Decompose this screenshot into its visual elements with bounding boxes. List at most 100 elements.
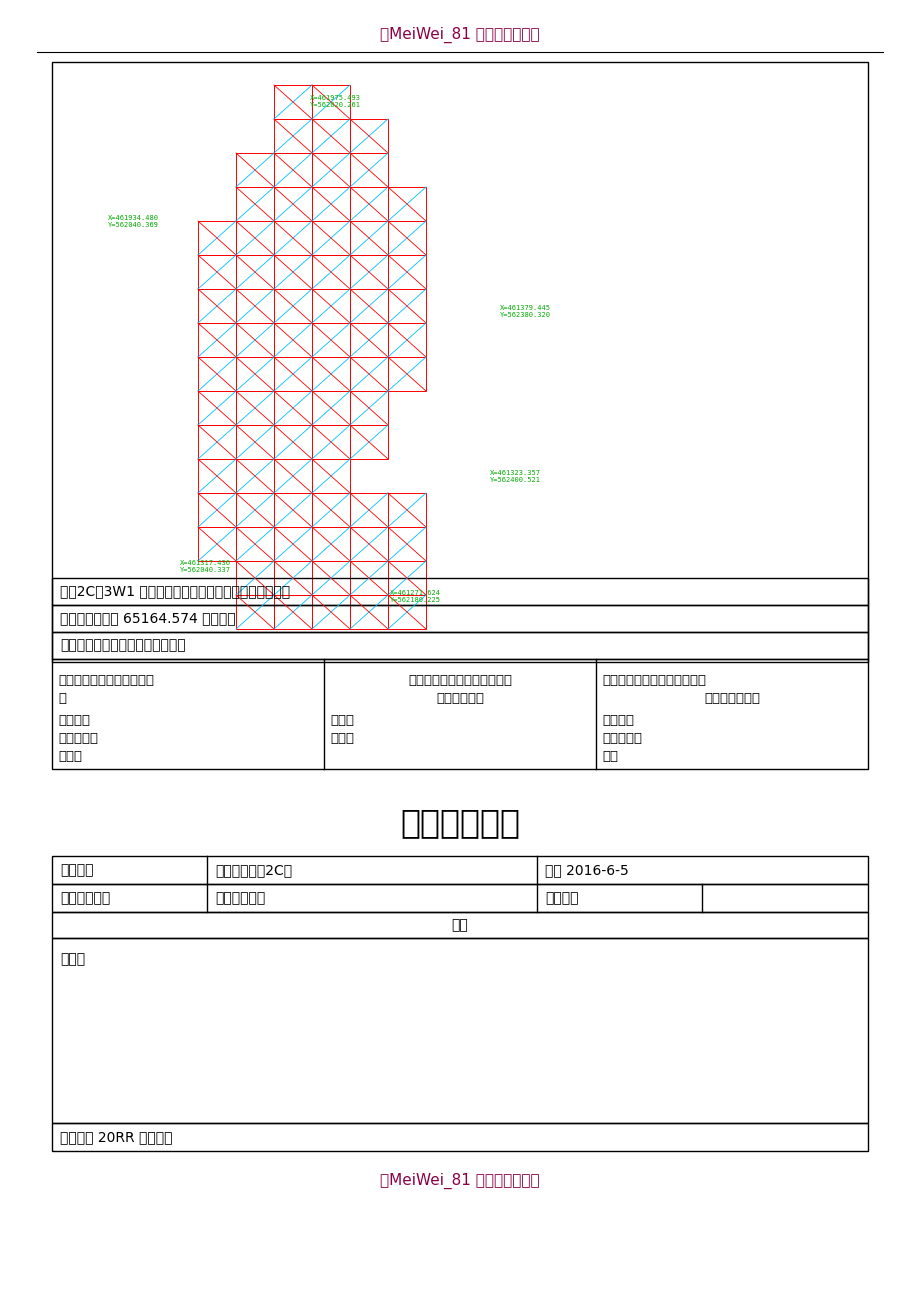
Bar bbox=[274, 85, 312, 118]
Bar bbox=[236, 493, 274, 527]
Text: X=461379.445
Y=562380.320: X=461379.445 Y=562380.320 bbox=[499, 305, 550, 318]
Bar bbox=[312, 561, 349, 595]
Bar bbox=[388, 561, 425, 595]
Bar bbox=[236, 527, 274, 561]
Bar bbox=[52, 937, 867, 1124]
Bar bbox=[236, 289, 274, 323]
Bar bbox=[236, 561, 274, 595]
Bar bbox=[274, 595, 312, 629]
Text: X=461317.436
Y=562040.337: X=461317.436 Y=562040.337 bbox=[180, 560, 231, 573]
Bar bbox=[349, 154, 388, 187]
Bar bbox=[312, 424, 349, 460]
Bar bbox=[274, 460, 312, 493]
Bar bbox=[312, 118, 349, 154]
Text: 负责人：: 负责人： bbox=[58, 713, 90, 727]
Bar bbox=[274, 323, 312, 357]
Bar bbox=[52, 911, 867, 937]
Text: X=461271.624
Y=562180.225: X=461271.624 Y=562180.225 bbox=[390, 590, 440, 603]
Text: 测量人员：: 测量人员： bbox=[601, 732, 641, 745]
Bar bbox=[312, 527, 349, 561]
Text: 分部工程名称: 分部工程名称 bbox=[60, 891, 110, 905]
Bar bbox=[198, 527, 236, 561]
Bar bbox=[349, 527, 388, 561]
Bar bbox=[312, 391, 349, 424]
Text: 注：复测由甲方测量组进行复测。: 注：复测由甲方测量组进行复测。 bbox=[60, 638, 186, 652]
Text: 设工程监理部: 设工程监理部 bbox=[436, 691, 483, 704]
Text: 司: 司 bbox=[58, 691, 66, 704]
Text: 清除量为 20RR 立方米。: 清除量为 20RR 立方米。 bbox=[60, 1130, 173, 1144]
Bar bbox=[52, 884, 867, 911]
Bar bbox=[349, 221, 388, 255]
Text: X=461934.480
Y=562040.369: X=461934.480 Y=562040.369 bbox=[108, 215, 159, 228]
Bar bbox=[388, 289, 425, 323]
Text: 日期：: 日期： bbox=[330, 732, 354, 745]
Bar bbox=[198, 391, 236, 424]
Bar bbox=[349, 289, 388, 323]
Text: X=461975.493
Y=562020.261: X=461975.493 Y=562020.261 bbox=[310, 95, 360, 108]
Bar bbox=[312, 595, 349, 629]
Text: 「MeiWei_81 重点借鉴文档」: 「MeiWei_81 重点借鉴文档」 bbox=[380, 1173, 539, 1189]
Bar bbox=[388, 323, 425, 357]
Bar bbox=[312, 255, 349, 289]
Text: 测量人员：: 测量人员： bbox=[58, 732, 98, 745]
Bar bbox=[52, 578, 867, 605]
Bar bbox=[349, 357, 388, 391]
Bar bbox=[349, 493, 388, 527]
Bar bbox=[52, 855, 867, 884]
Bar bbox=[312, 187, 349, 221]
Text: 监理：: 监理： bbox=[330, 713, 354, 727]
Text: 负责人：: 负责人： bbox=[601, 713, 633, 727]
Bar bbox=[198, 323, 236, 357]
Text: 程有限责任公司: 程有限责任公司 bbox=[703, 691, 759, 704]
Bar bbox=[312, 221, 349, 255]
Bar bbox=[312, 154, 349, 187]
Bar bbox=[274, 289, 312, 323]
Bar bbox=[388, 187, 425, 221]
Bar bbox=[312, 357, 349, 391]
Bar bbox=[236, 154, 274, 187]
Bar bbox=[198, 460, 236, 493]
Bar bbox=[312, 460, 349, 493]
Bar bbox=[236, 460, 274, 493]
Bar bbox=[274, 187, 312, 221]
Bar bbox=[349, 187, 388, 221]
Bar bbox=[349, 561, 388, 595]
Bar bbox=[312, 85, 349, 118]
Bar bbox=[349, 118, 388, 154]
Bar bbox=[236, 323, 274, 357]
Text: 太平矿业三期2C段: 太平矿业三期2C段 bbox=[215, 863, 292, 878]
Text: X=461323.357
Y=562400.521: X=461323.357 Y=562400.521 bbox=[490, 470, 540, 483]
Bar bbox=[198, 357, 236, 391]
Text: 日期 2016-6-5: 日期 2016-6-5 bbox=[544, 863, 628, 878]
Text: 监理单位：长春黄金设计院建: 监理单位：长春黄金设计院建 bbox=[407, 674, 512, 687]
Bar bbox=[274, 154, 312, 187]
Bar bbox=[274, 424, 312, 460]
Bar bbox=[236, 187, 274, 221]
Bar bbox=[198, 424, 236, 460]
Bar bbox=[236, 357, 274, 391]
Bar bbox=[388, 255, 425, 289]
Bar bbox=[52, 605, 867, 631]
Text: 图为2C段3W1 区回填范围边界图，在甲方复测范围内。: 图为2C段3W1 区回填范围边界图，在甲方复测范围内。 bbox=[60, 585, 289, 598]
Bar bbox=[349, 255, 388, 289]
Bar bbox=[52, 631, 867, 659]
Text: 简图: 简图 bbox=[451, 918, 468, 932]
Text: 场地孤石清除: 场地孤石清除 bbox=[215, 891, 265, 905]
Bar bbox=[312, 323, 349, 357]
Bar bbox=[312, 493, 349, 527]
Bar bbox=[312, 289, 349, 323]
Bar bbox=[349, 595, 388, 629]
Bar bbox=[198, 221, 236, 255]
Bar bbox=[349, 391, 388, 424]
Bar bbox=[236, 595, 274, 629]
Bar bbox=[349, 323, 388, 357]
Bar bbox=[236, 424, 274, 460]
Bar bbox=[52, 62, 867, 661]
Bar bbox=[236, 221, 274, 255]
Bar bbox=[52, 1124, 867, 1151]
Bar bbox=[388, 221, 425, 255]
Bar bbox=[52, 659, 867, 769]
Bar bbox=[274, 118, 312, 154]
Text: 日期: 日期 bbox=[601, 750, 618, 763]
Bar bbox=[388, 357, 425, 391]
